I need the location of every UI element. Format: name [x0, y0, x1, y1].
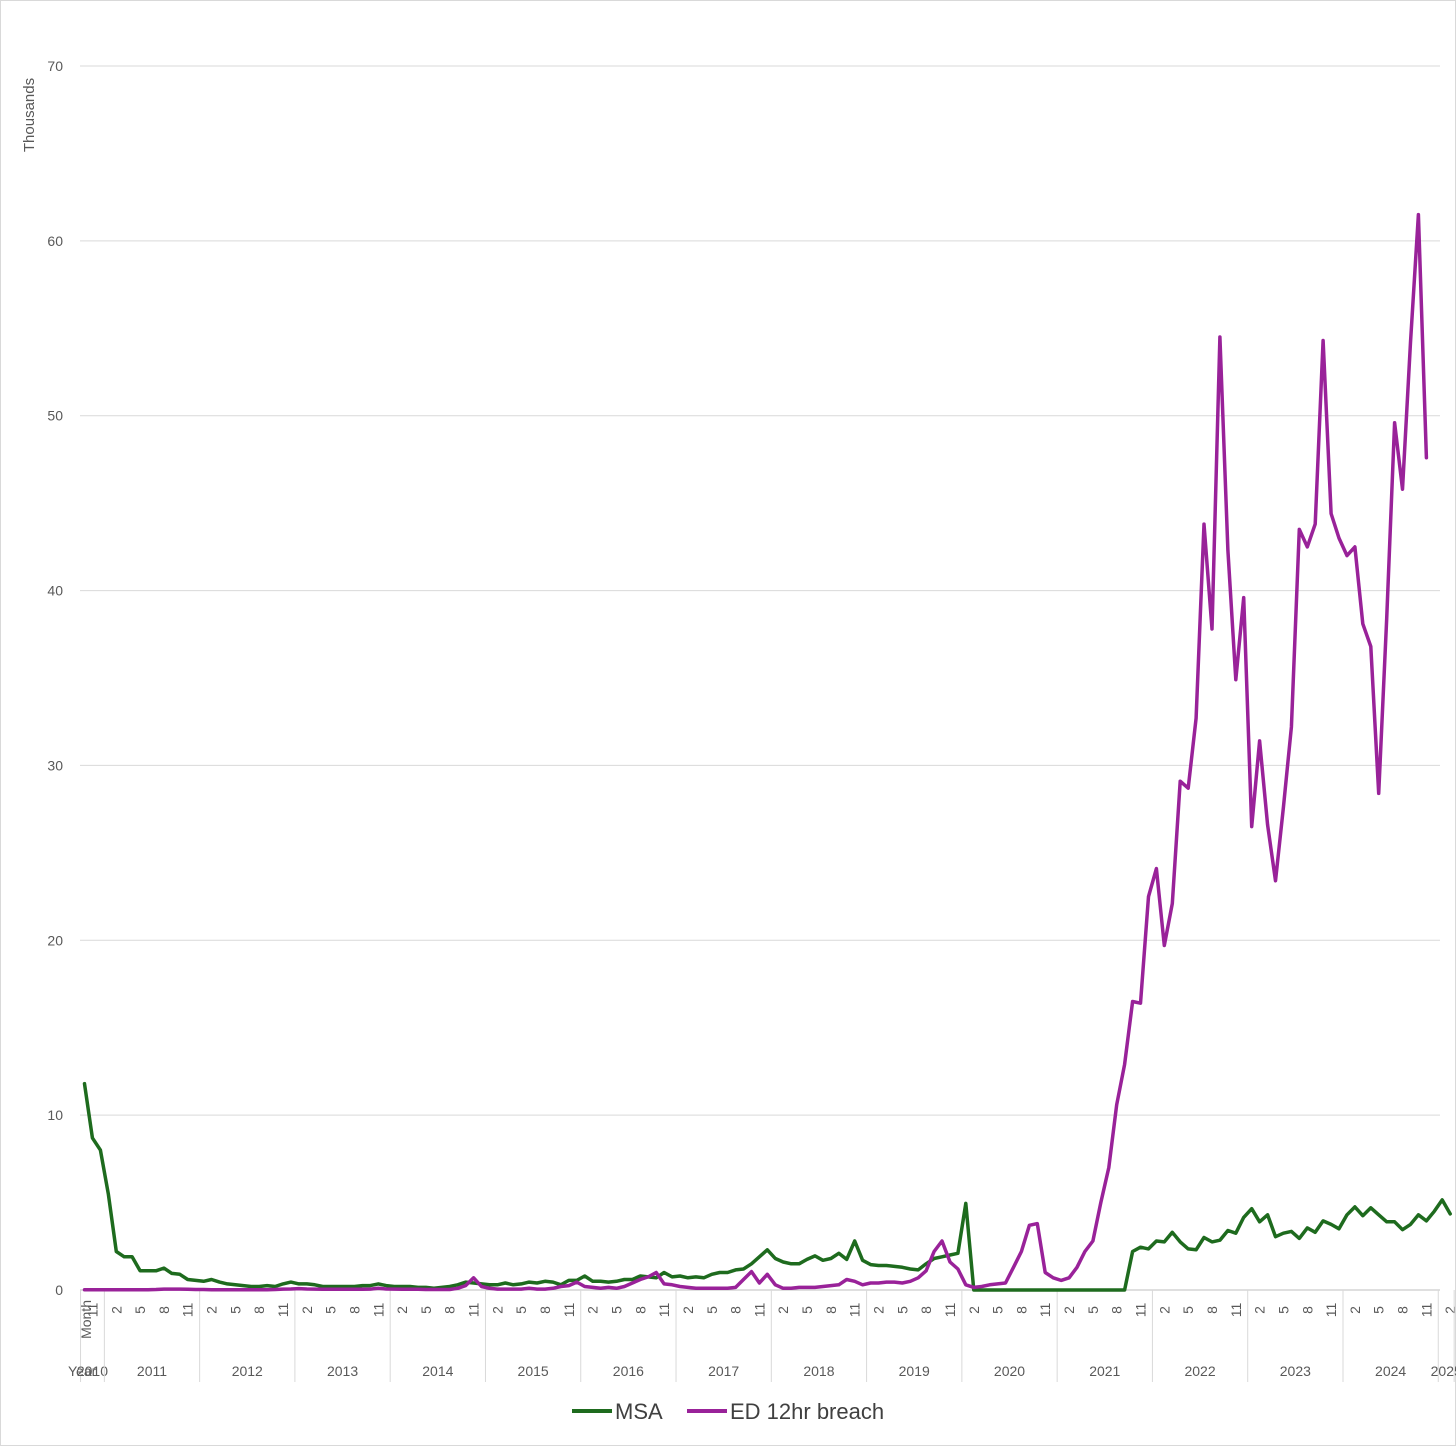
- x-month-tick-label: 2: [775, 1306, 791, 1314]
- x-year-tick-label: 2014: [422, 1363, 453, 1379]
- x-month-tick-label: 11: [656, 1303, 672, 1318]
- legend-label-ed-12hr-breach: ED 12hr breach: [730, 1399, 884, 1424]
- x-month-tick-label: 2: [966, 1306, 982, 1314]
- x-year-axis-title: Year: [68, 1363, 97, 1379]
- x-month-tick-label: 8: [1299, 1306, 1315, 1314]
- x-month-tick-label: 2: [489, 1306, 505, 1314]
- x-month-tick-label: 8: [346, 1306, 362, 1314]
- x-year-tick-label: 2013: [327, 1363, 358, 1379]
- y-tick-label: 70: [47, 58, 63, 74]
- x-month-tick-label: 5: [1275, 1306, 1291, 1314]
- x-month-tick-label: 11: [1133, 1303, 1149, 1318]
- y-tick-label: 0: [55, 1282, 63, 1298]
- x-month-tick-label: 11: [180, 1303, 196, 1318]
- x-year-tick-label: 2024: [1375, 1363, 1406, 1379]
- x-month-tick-label: 8: [632, 1306, 648, 1314]
- x-year-tick-label: 2011: [137, 1363, 167, 1379]
- x-month-tick-label: 11: [84, 1303, 100, 1318]
- x-month-tick-label: 2: [1252, 1306, 1268, 1314]
- x-month-tick-label: 2: [299, 1306, 315, 1314]
- x-month-tick-label: 5: [1085, 1306, 1101, 1314]
- x-month-tick-label: 2: [871, 1306, 887, 1314]
- x-month-tick-label: 8: [442, 1306, 458, 1314]
- x-month-axis-title: Month: [78, 1300, 94, 1339]
- x-year-tick-label: 2022: [1184, 1363, 1215, 1379]
- x-month-tick-label: 5: [990, 1306, 1006, 1314]
- x-year-tick-label: 2019: [899, 1363, 930, 1379]
- legend-label-msa: MSA: [615, 1399, 663, 1424]
- y-tick-label: 30: [47, 757, 63, 773]
- x-year-tick-label: 2017: [708, 1363, 739, 1379]
- series-lines: [82, 212, 1452, 1292]
- x-month-tick-label: 5: [513, 1306, 529, 1314]
- y-axis-ticks: 0 10 20 30 40 50 60 70: [47, 58, 63, 1298]
- x-month-tick-label: 2: [585, 1306, 601, 1314]
- x-month-tick-label: 8: [1204, 1306, 1220, 1314]
- y-tick-label: 10: [47, 1107, 63, 1123]
- series-line-ed-12hr-breach: [82, 212, 1429, 1292]
- x-month-tick-label: 11: [1418, 1303, 1434, 1318]
- x-month-tick-label: 11: [466, 1303, 482, 1318]
- x-month-tick-label: 5: [323, 1306, 339, 1314]
- x-month-tick-label: 5: [608, 1306, 624, 1314]
- x-month-tick-label: 8: [918, 1306, 934, 1314]
- x-month-tick-label: 2: [1442, 1306, 1456, 1314]
- x-year-tick-label: 2010: [77, 1363, 108, 1379]
- x-year-tick-label: 2021: [1089, 1363, 1120, 1379]
- x-month-tick-label: 5: [227, 1306, 243, 1314]
- x-year-tick-label: 2018: [803, 1363, 834, 1379]
- x-month-tick-label: 5: [1371, 1306, 1387, 1314]
- x-month-tick-label: 2: [1347, 1306, 1363, 1314]
- y-tick-label: 40: [47, 583, 63, 599]
- x-year-tick-label: 2015: [518, 1363, 549, 1379]
- series-line-msa: [82, 1081, 1452, 1292]
- x-month-tick-label: 2: [204, 1306, 220, 1314]
- x-year-tick-label: 2025: [1431, 1363, 1456, 1379]
- x-month-tick-label: 11: [1323, 1303, 1339, 1318]
- x-month-tick-label: 8: [537, 1306, 553, 1314]
- y-axis-title: Thousands: [21, 78, 38, 152]
- x-year-tick-label: 2016: [613, 1363, 644, 1379]
- x-year-tick-label: 2020: [994, 1363, 1025, 1379]
- x-axis: 11 2 5 8 11 2 5 8 11 2 5 8 11 2 5 8 11 2 5 8 11 2 5 8 11 2 5 8 11 2 5 8…: [68, 1289, 1456, 1382]
- x-month-tick-label: 5: [704, 1306, 720, 1314]
- legend[interactable]: MSA ED 12hr breach: [572, 1399, 884, 1424]
- x-month-tick-label: 2: [394, 1306, 410, 1314]
- x-month-tick-label: 5: [894, 1306, 910, 1314]
- x-month-tick-label: 2: [1061, 1306, 1077, 1314]
- x-month-tick-label: 11: [942, 1303, 958, 1318]
- x-month-tick-label: 11: [847, 1303, 863, 1318]
- x-year-tick-label: 2012: [232, 1363, 263, 1379]
- y-tick-label: 50: [47, 408, 63, 424]
- x-month-tick-label: 8: [251, 1306, 267, 1314]
- x-month-tick-label: 2: [680, 1306, 696, 1314]
- x-month-tick-label: 11: [1037, 1303, 1053, 1318]
- x-month-tick-label: 5: [418, 1306, 434, 1314]
- x-month-tick-label: 8: [1013, 1306, 1029, 1314]
- x-year-tick-label: 2023: [1280, 1363, 1311, 1379]
- x-month-tick-label: 11: [370, 1303, 386, 1318]
- x-month-tick-label: 11: [275, 1303, 291, 1318]
- x-month-tick-label: 8: [728, 1306, 744, 1314]
- x-month-tick-label: 2: [108, 1306, 124, 1314]
- x-month-tick-label: 8: [156, 1306, 172, 1314]
- x-month-tick-label: 5: [132, 1306, 148, 1314]
- x-month-tick-label: 5: [799, 1306, 815, 1314]
- y-tick-label: 20: [47, 932, 63, 948]
- x-month-tick-label: 11: [561, 1303, 577, 1318]
- x-month-tick-label: 8: [1395, 1306, 1411, 1314]
- x-month-tick-label: 5: [1180, 1306, 1196, 1314]
- y-tick-label: 60: [47, 233, 63, 249]
- x-month-tick-label: 2: [1156, 1306, 1172, 1314]
- x-month-tick-label: 8: [823, 1306, 839, 1314]
- x-month-tick-label: 8: [1109, 1306, 1125, 1314]
- x-month-tick-label: 11: [751, 1303, 767, 1318]
- x-month-tick-label: 11: [1228, 1303, 1244, 1318]
